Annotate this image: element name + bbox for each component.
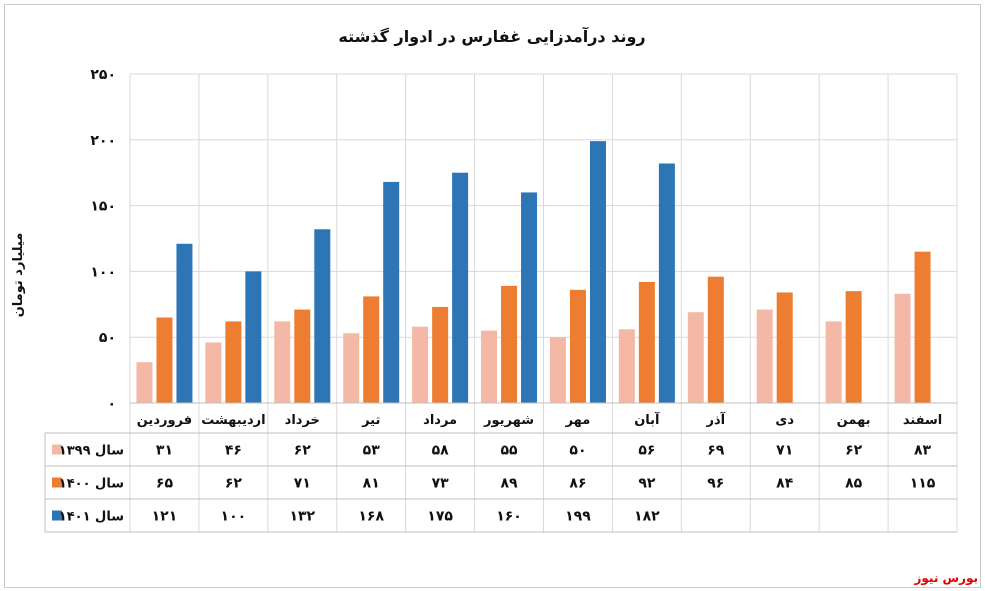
legend-swatch xyxy=(52,510,62,521)
data-label: ۸۹ xyxy=(500,476,518,492)
data-label: ۱۶۰ xyxy=(496,509,522,525)
y-axis-label: میلیارد تومان xyxy=(11,233,26,318)
data-label: ۹۲ xyxy=(638,476,656,492)
data-label: ۶۹ xyxy=(707,443,725,459)
bar-2-4 xyxy=(363,296,380,403)
category-label: اسفند xyxy=(903,413,942,428)
y-axis-ticks: ۰ ۵۰ ۱۰۰ ۱۵۰ ۲۰۰ ۲۵۰ xyxy=(90,67,116,412)
data-label: ۸۴ xyxy=(776,476,794,492)
y-tick-label: ۰ xyxy=(107,396,116,412)
data-label: ۷۱ xyxy=(294,476,311,492)
bar-3-3 xyxy=(314,229,331,403)
legend-label: سال ۱۴۰۱ xyxy=(59,510,124,525)
bar-2-9 xyxy=(707,276,724,403)
chart-title: روند درآمدزایی غفارس در ادوار گذشته xyxy=(338,26,645,46)
bar-2-12 xyxy=(914,251,931,403)
data-label: ۵۵ xyxy=(500,443,518,459)
category-label: آذر xyxy=(705,411,725,428)
data-label: ۶۲ xyxy=(225,476,243,492)
category-label: اردیبهشت xyxy=(201,413,265,428)
bar-1-1 xyxy=(136,362,153,403)
data-label: ۱۶۸ xyxy=(358,509,384,525)
bar-1-7 xyxy=(549,337,566,403)
legend-label: سال ۱۳۹۹ xyxy=(59,444,124,459)
data-label: ۱۸۲ xyxy=(634,509,660,525)
bar-1-3 xyxy=(274,321,291,403)
data-label: ۱۳۲ xyxy=(289,509,315,525)
category-label: خرداد xyxy=(285,413,320,428)
bar-1-6 xyxy=(481,330,498,403)
data-label: ۶۲ xyxy=(845,443,863,459)
category-label: تیر xyxy=(361,413,380,428)
data-label: ۸۱ xyxy=(363,476,380,492)
y-tick-label: ۲۵۰ xyxy=(90,67,116,83)
y-tick-label: ۱۵۰ xyxy=(90,199,116,215)
legend-swatch xyxy=(52,444,62,455)
source-label: بورس نیوز xyxy=(913,571,978,586)
data-label: ۱۹۹ xyxy=(565,509,591,525)
category-label: مهر xyxy=(565,413,591,428)
bar-2-2 xyxy=(225,321,242,403)
data-label: ۶۲ xyxy=(294,443,312,459)
bar-2-11 xyxy=(845,291,862,403)
bar-3-2 xyxy=(245,271,262,403)
bar-2-10 xyxy=(776,292,793,403)
bar-1-9 xyxy=(687,312,704,403)
category-label: شهریور xyxy=(483,413,534,428)
bar-3-4 xyxy=(383,181,400,403)
data-label: ۱۲۱ xyxy=(152,509,178,525)
data-label: ۵۳ xyxy=(363,443,381,459)
data-label: ۴۶ xyxy=(225,443,242,459)
data-label: ۱۰۰ xyxy=(221,509,247,525)
bar-1-5 xyxy=(412,326,429,403)
bar-1-12 xyxy=(894,293,911,403)
category-label: آبان xyxy=(634,411,660,428)
category-label: دی xyxy=(775,413,794,428)
data-label: ۱۷۵ xyxy=(427,509,453,525)
category-label: مرداد xyxy=(423,413,457,428)
bar-2-1 xyxy=(156,317,173,403)
bar-2-3 xyxy=(294,309,311,403)
y-tick-label: ۱۰۰ xyxy=(90,264,116,280)
data-label: ۷۱ xyxy=(776,443,793,459)
bar-1-10 xyxy=(756,309,773,403)
data-label: ۸۶ xyxy=(569,476,586,492)
chart-frame xyxy=(4,4,981,588)
bar-3-7 xyxy=(589,141,606,403)
bar-2-6 xyxy=(501,285,518,403)
bar-1-11 xyxy=(825,321,842,403)
data-label: ۵۸ xyxy=(432,443,450,459)
data-label: ۹۶ xyxy=(707,476,724,492)
bar-2-7 xyxy=(569,289,586,403)
bar-3-5 xyxy=(452,172,469,403)
category-label: فروردین xyxy=(137,413,192,428)
data-label: ۷۳ xyxy=(432,476,450,492)
bar-3-8 xyxy=(658,163,675,403)
bar-2-8 xyxy=(638,281,655,403)
bar-2-5 xyxy=(432,306,449,403)
data-label: ۸۵ xyxy=(845,476,863,492)
data-label: ۳۱ xyxy=(156,443,173,459)
bar-3-1 xyxy=(176,243,193,403)
data-label: ۸۳ xyxy=(914,443,932,459)
data-label: ۱۱۵ xyxy=(910,476,936,492)
legend-label: سال ۱۴۰۰ xyxy=(59,477,124,492)
y-tick-label: ۵۰ xyxy=(99,330,116,346)
data-label: ۶۵ xyxy=(156,476,174,492)
bar-3-6 xyxy=(521,192,538,403)
bar-1-2 xyxy=(205,342,222,403)
data-label: ۵۰ xyxy=(569,443,586,459)
legend-swatch xyxy=(52,477,62,488)
data-table: فروردین اردیبهشت خرداد تیر مرداد شهریور مهر آبا… xyxy=(44,402,957,533)
bars xyxy=(136,141,931,403)
bar-1-8 xyxy=(618,329,635,403)
y-tick-label: ۲۰۰ xyxy=(90,133,116,149)
category-label: بهمن xyxy=(837,413,871,428)
data-label: ۵۶ xyxy=(638,443,655,459)
bar-1-4 xyxy=(343,333,360,403)
